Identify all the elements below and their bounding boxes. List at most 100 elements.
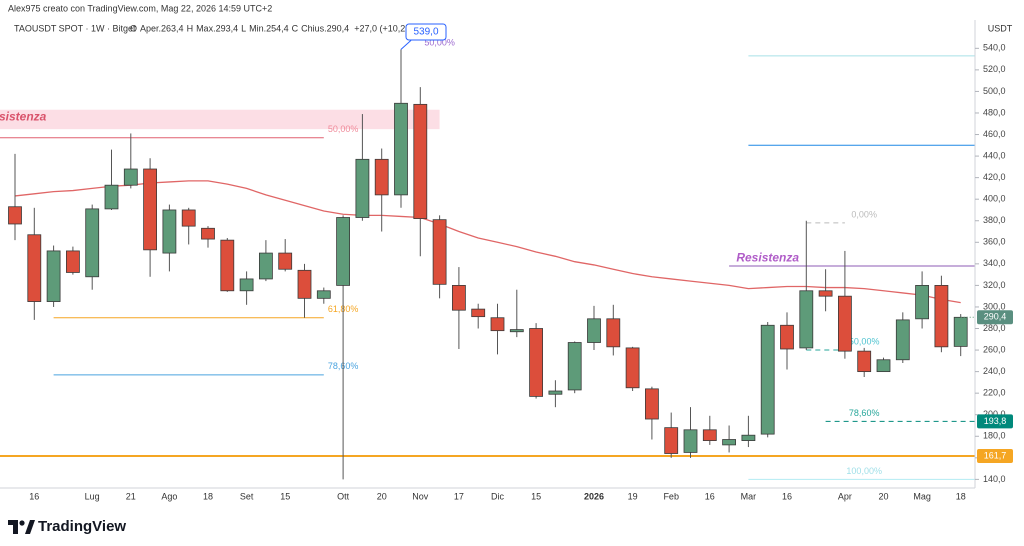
candle-body [336,217,351,286]
candle-body [876,359,891,373]
band [0,109,440,130]
y-tick-label: 500,0 [983,86,1006,96]
candle-body [316,290,331,299]
level-label: 50,00% [328,124,359,134]
y-tick-label: 240,0 [983,366,1006,376]
price-tag-label: 193,8 [984,416,1007,426]
x-tick-label: 19 [628,491,638,501]
candle-body [355,158,370,218]
level-label: 50,00% [849,336,880,346]
candle-body [780,324,794,350]
candle-body [722,439,736,446]
x-tick-label: 18 [203,491,213,501]
ohlc-text: H [187,23,194,33]
candle-body [934,285,949,348]
x-tick-label: 17 [454,491,464,501]
candle-body [162,209,177,254]
candle-body [432,219,447,285]
plot: 50,00%61,80%78,60%0,00%50,00%78,60%100,0… [0,49,975,480]
annotation: Resistenza [736,251,799,265]
candle-body [625,347,640,389]
y-tick-label: 280,0 [983,323,1006,333]
candle-body [258,252,273,280]
x-tick-label: 2026 [584,491,604,501]
candle-body [374,158,389,196]
candle-body [239,278,254,292]
candle-body [857,350,872,373]
callout-label: 539,0 [413,27,438,38]
ohlc-text: L [241,23,246,33]
candle-body [645,388,659,420]
x-tick-label: Nov [412,491,429,501]
y-tick-label: 540,0 [983,43,1006,53]
price-tag-label: 290,4 [984,312,1007,322]
candle-body [741,434,756,441]
candle-body [953,316,968,347]
y-tick-label: 400,0 [983,194,1006,204]
change: +27,0 (+10,25%) [354,23,421,33]
y-tick-label: 520,0 [983,64,1006,74]
y-tick-label: 460,0 [983,129,1006,139]
x-tick-label: Ott [337,491,350,501]
annotation: Resistenza [0,109,47,123]
candle-body [895,319,910,361]
candle-body [490,317,505,332]
y-tick-label: 260,0 [983,344,1006,354]
candle-body [838,295,852,352]
y-tick-label: 320,0 [983,280,1006,290]
candle-body [567,342,582,391]
candle-body [143,168,158,251]
candle-body [201,227,215,240]
x-tick-label: 20 [377,491,387,501]
price-tag [977,448,1013,463]
x-tick-label: Ago [161,491,177,501]
candle-body [683,429,698,453]
annotation: 50,00% [424,37,455,47]
x-tick-label: 16 [29,491,39,501]
candle-body [123,168,138,186]
x-tick-label: Lug [85,491,100,501]
y-tick-label: 340,0 [983,258,1006,268]
x-tick-label: 16 [705,491,715,501]
y-tick-label: 180,0 [983,431,1006,441]
y-tick-label: 440,0 [983,150,1006,160]
ohlc-text: Chius.290,4 [301,23,349,33]
y-tick-label: 220,0 [983,388,1006,398]
logo [8,520,35,534]
callout-pointer [400,40,412,50]
ohlc-text: Min.254,4 [249,23,289,33]
level-label: 100,00% [846,466,882,476]
candle-body [818,290,833,297]
candle-body [587,318,601,343]
ohlc-text: O [130,23,137,33]
candle-body [915,285,929,320]
x-tick-label: Set [240,491,254,501]
candle-body [181,209,196,227]
candle-body [451,285,466,311]
candle-body [548,390,563,395]
candle-body [471,308,486,318]
candle-body [85,208,100,278]
candle-body [220,239,235,292]
candle-body [278,252,293,270]
author: Alex975 creato con TradingView.com, Mag … [8,3,272,13]
callout-box [405,23,447,41]
level-label: 78,60% [849,408,880,418]
x-tick-label: 15 [280,491,290,501]
price-tag-label: 161,7 [984,450,1007,460]
candle-body [413,103,428,219]
candle-body [799,290,814,349]
x-tick-label: 21 [126,491,136,501]
currency: USDT [988,23,1013,33]
x-tick-label: Apr [838,491,852,501]
moving-average [14,180,961,304]
candle-body [66,250,80,273]
y-tick-label: 480,0 [983,107,1006,117]
level-label: 0,00% [851,209,877,219]
candle-body [529,328,543,397]
x-tick-label: 15 [531,491,541,501]
price-tag [977,414,1013,429]
